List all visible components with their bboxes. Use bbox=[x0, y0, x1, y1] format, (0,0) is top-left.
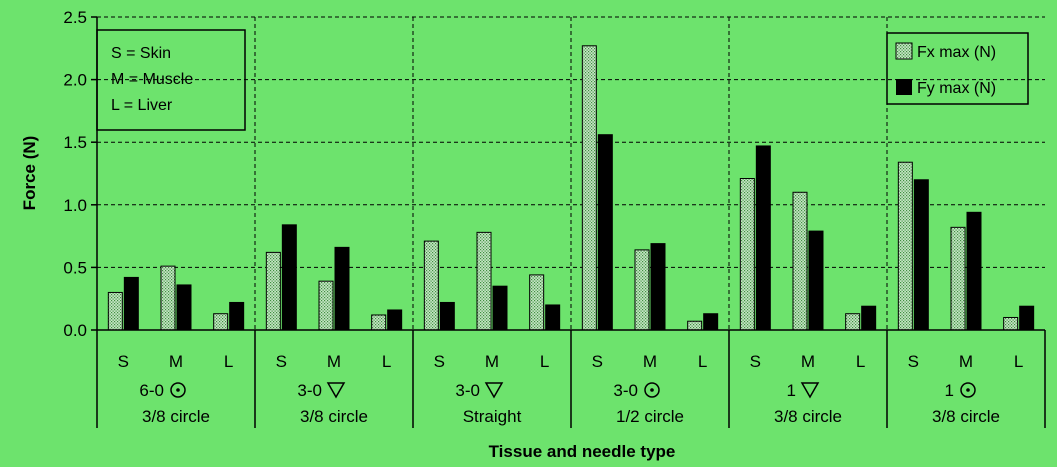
y-tick-label: 2.5 bbox=[63, 8, 87, 27]
needle-size-label: 1 bbox=[787, 381, 796, 400]
tissue-label: S bbox=[118, 352, 129, 371]
bar-fx-max bbox=[792, 191, 808, 331]
needle-shape-label: 3/8 circle bbox=[774, 407, 842, 426]
circle-dot-icon-center bbox=[176, 388, 180, 392]
bar-fy-max bbox=[334, 246, 350, 331]
circle-dot-icon bbox=[644, 382, 660, 398]
triangle-down-icon bbox=[484, 382, 504, 399]
bar-fy-max bbox=[597, 134, 613, 331]
x-axis-title: Tissue and needle type bbox=[489, 442, 676, 461]
bar-fx-max bbox=[634, 249, 650, 331]
legend-label-fy: Fy max (N) bbox=[917, 80, 996, 97]
legend-swatch-fx bbox=[895, 42, 913, 60]
tissue-label: M bbox=[643, 352, 657, 371]
tissue-label: L bbox=[1014, 352, 1023, 371]
bar-fy-max bbox=[545, 304, 561, 331]
bar-fy-max bbox=[703, 313, 719, 331]
needle-size-label: 6-0 bbox=[139, 381, 164, 400]
circle-dot-icon-center bbox=[650, 388, 654, 392]
bar-fy-max bbox=[123, 276, 139, 331]
tissue-label: S bbox=[434, 352, 445, 371]
circle-dot-icon bbox=[170, 382, 186, 398]
bar-fx-max bbox=[950, 226, 966, 331]
y-tick-label: 1.5 bbox=[63, 133, 87, 152]
y-tick-label: 0.0 bbox=[63, 321, 87, 340]
legend-label-fx: Fx max (N) bbox=[917, 44, 996, 61]
bar-fy-max bbox=[492, 285, 508, 331]
needle-size-label: 3-0 bbox=[613, 381, 638, 400]
bar-fx-max bbox=[845, 313, 861, 331]
tissue-label: S bbox=[276, 352, 287, 371]
y-tick-labels: 0.0 0.5 1.0 1.5 2.0 2.5 bbox=[63, 8, 87, 340]
axes bbox=[91, 16, 1046, 428]
tissue-key-liver: L = Liver bbox=[111, 97, 173, 114]
circle-dot-icon bbox=[960, 382, 976, 398]
tissue-label: M bbox=[169, 352, 183, 371]
bar-fx-max bbox=[265, 251, 281, 331]
bar-fx-max bbox=[318, 280, 334, 331]
needle-shape-label: 3/8 circle bbox=[142, 407, 210, 426]
tissue-label: M bbox=[327, 352, 341, 371]
tissue-key-box: S = Skin M = Muscle L = Liver bbox=[96, 29, 246, 131]
triangle-down-icon bbox=[326, 382, 346, 399]
bar-fx-max bbox=[371, 314, 387, 331]
tissue-label: S bbox=[908, 352, 919, 371]
bar-fx-max bbox=[107, 291, 123, 331]
tissue-label: M bbox=[959, 352, 973, 371]
tissue-key-muscle: M = Muscle bbox=[111, 71, 193, 88]
bar-fx-max bbox=[476, 231, 492, 331]
needle-size-label: 3-0 bbox=[455, 381, 480, 400]
bar-fx-max bbox=[160, 265, 176, 331]
tissue-label: L bbox=[540, 352, 549, 371]
needle-shape-label: Straight bbox=[463, 407, 522, 426]
bar-fy-max bbox=[861, 305, 877, 331]
tissue-label: L bbox=[382, 352, 391, 371]
y-tick-label: 1.0 bbox=[63, 196, 87, 215]
triangle-down-icon bbox=[800, 382, 820, 399]
bar-fx-max bbox=[1003, 316, 1019, 331]
needle-shape-label: 1/2 circle bbox=[616, 407, 684, 426]
bar-fy-max bbox=[966, 211, 982, 331]
legend-swatch-fy bbox=[896, 79, 912, 95]
bar-fy-max bbox=[913, 179, 929, 331]
bar-fx-max bbox=[423, 240, 439, 331]
x-category-labels: S M L 6-0 3/8 circle S M L 3-0 3/8 circle S M L 3-0 St… bbox=[118, 352, 1024, 426]
needle-size-label: 3-0 bbox=[297, 381, 322, 400]
tissue-label: L bbox=[856, 352, 865, 371]
needle-size-label: 1 bbox=[945, 381, 954, 400]
bar-fy-max bbox=[650, 243, 666, 331]
bar-fy-max bbox=[387, 309, 403, 331]
circle-dot-icon-center bbox=[966, 388, 970, 392]
tissue-label: S bbox=[750, 352, 761, 371]
tissue-label: L bbox=[698, 352, 707, 371]
tissue-label: M bbox=[801, 352, 815, 371]
tissue-key-skin: S = Skin bbox=[111, 45, 171, 62]
legend: Fx max (N) Fy max (N) bbox=[886, 32, 1029, 105]
needle-shape-label: 3/8 circle bbox=[932, 407, 1000, 426]
bar-fy-max bbox=[755, 145, 771, 331]
bar-fy-max bbox=[176, 284, 192, 331]
tissue-label: M bbox=[485, 352, 499, 371]
bar-fy-max bbox=[808, 230, 824, 331]
y-tick-label: 2.0 bbox=[63, 71, 87, 90]
bar-fy-max bbox=[281, 224, 297, 331]
bar-fy-max bbox=[1019, 305, 1035, 331]
bar-fx-max bbox=[687, 320, 703, 331]
tissue-label: L bbox=[224, 352, 233, 371]
bar-fy-max bbox=[229, 301, 245, 331]
y-tick-label: 0.5 bbox=[63, 258, 87, 277]
y-axis-title: Force (N) bbox=[20, 136, 39, 211]
bar-fx-max bbox=[581, 45, 597, 331]
bar-fx-max bbox=[897, 161, 913, 331]
bar-fx-max bbox=[739, 178, 755, 331]
bar-fx-max bbox=[213, 313, 229, 331]
needle-shape-label: 3/8 circle bbox=[300, 407, 368, 426]
tissue-label: S bbox=[592, 352, 603, 371]
bar-fx-max bbox=[529, 274, 545, 331]
bar-fy-max bbox=[439, 301, 455, 331]
